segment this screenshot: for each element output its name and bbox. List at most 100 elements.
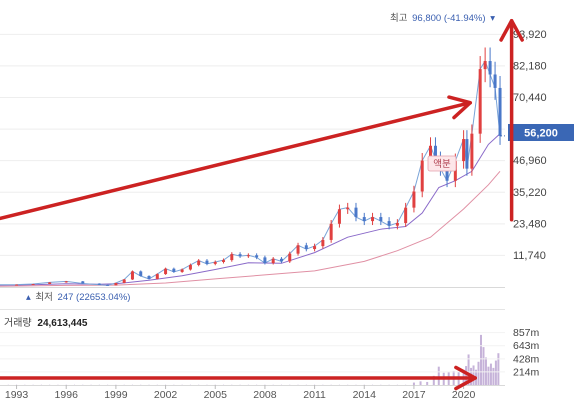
- candle-body: [98, 284, 101, 285]
- candle-body: [499, 88, 502, 136]
- x-tick-label: 2014: [353, 389, 377, 401]
- candle-body: [172, 269, 175, 272]
- price-tick-label: 46,960: [513, 155, 547, 167]
- current-price: 56,200: [524, 128, 558, 140]
- candle-body: [470, 134, 473, 169]
- candle-body: [123, 279, 126, 282]
- x-tick-label: 1996: [55, 389, 79, 401]
- candle-body: [404, 208, 407, 223]
- candle-body: [297, 245, 300, 253]
- volume-bar: [426, 382, 428, 385]
- high-label-value: 96,800 (-41.94%): [412, 13, 485, 24]
- volume-bar: [480, 335, 482, 385]
- volume-label-name: 거래량: [4, 317, 32, 329]
- candle-body: [288, 254, 291, 262]
- x-tick-label: 2020: [452, 389, 476, 401]
- x-tick-label: 1993: [5, 389, 29, 401]
- candle-body: [379, 217, 382, 221]
- volume-bar: [420, 381, 422, 385]
- candle-body: [32, 284, 35, 285]
- candle-body: [81, 281, 84, 283]
- candle-body: [354, 208, 357, 217]
- volume-label-value: 24,613,445: [37, 318, 87, 329]
- candle-body: [230, 254, 233, 260]
- ma-tag: 액분: [433, 158, 451, 170]
- x-tick-label: 2008: [253, 389, 277, 401]
- volume-bar: [485, 358, 487, 386]
- candle-body: [494, 74, 497, 87]
- volume-bar: [495, 361, 497, 385]
- candle-body: [222, 260, 225, 262]
- candle-body: [156, 274, 159, 279]
- price-axis: 93,92082,18070,44058,70046,96035,22023,4…: [513, 29, 547, 262]
- candle-body: [280, 259, 283, 262]
- candle-body: [65, 281, 68, 282]
- volume-bar: [497, 353, 499, 385]
- annotation-arrows: [0, 21, 522, 389]
- candle-body: [484, 61, 487, 69]
- volume-bar: [490, 364, 492, 385]
- x-tick-label: 2011: [303, 389, 326, 401]
- price-tick-label: 23,480: [513, 218, 547, 230]
- candle-body: [371, 217, 374, 221]
- x-tick-label: 1999: [104, 389, 128, 401]
- candle-body: [114, 283, 117, 285]
- volume-tick-label: 857m: [513, 327, 540, 339]
- candle-body: [305, 245, 308, 249]
- high-marker-icon: ▾: [490, 13, 495, 24]
- candle-body: [106, 285, 109, 286]
- candle-body: [148, 276, 151, 279]
- volume-bar: [413, 383, 415, 385]
- candle-body: [462, 139, 465, 161]
- candle-body: [412, 192, 415, 208]
- candle-body: [255, 255, 258, 257]
- candle-body: [479, 69, 482, 134]
- candle-body: [197, 261, 200, 265]
- volume-bar: [482, 347, 484, 385]
- volume-tick-label: 428m: [513, 353, 540, 365]
- candle-body: [181, 270, 184, 272]
- x-axis: 1993 1996 1999 2002 2005 2008 2011 2014 2017 2020: [5, 385, 476, 401]
- candle-body: [489, 61, 492, 74]
- candle-body: [338, 209, 341, 224]
- candle-body: [388, 221, 391, 226]
- volume-tick-label: 643m: [513, 340, 540, 352]
- candle-body: [131, 271, 134, 279]
- candle-body: [313, 246, 316, 249]
- candle-body: [421, 161, 424, 192]
- candle-body: [15, 285, 18, 286]
- volume-bar: [487, 367, 489, 385]
- price-tick-label: 82,180: [513, 60, 547, 72]
- candle-body: [396, 223, 399, 226]
- volume-label: 거래량 24,613,445: [4, 317, 88, 329]
- candle-body: [214, 262, 217, 264]
- price-tick-label: 35,220: [513, 187, 547, 199]
- low-label-prefix: 최저: [35, 292, 52, 303]
- volume-bar: [492, 368, 494, 385]
- low-label: ▴ 최저 247 (22653.04%): [26, 292, 130, 303]
- candle-body: [48, 282, 51, 284]
- volume-bar: [438, 367, 440, 385]
- candle-body: [346, 208, 349, 210]
- candle-body: [321, 240, 324, 246]
- candle-body: [189, 265, 192, 270]
- volume-tick-label: 214m: [513, 366, 540, 378]
- volume-bar: [478, 362, 480, 385]
- candle-body: [239, 254, 242, 256]
- price-tick-label: 70,440: [513, 92, 547, 104]
- price-line: [0, 61, 500, 285]
- candle-body: [272, 259, 275, 263]
- high-label: 최고 96,800 (-41.94%) ▾: [390, 13, 495, 24]
- x-tick-label: 2002: [154, 389, 178, 401]
- candle-body: [247, 255, 250, 256]
- candle-body: [330, 224, 333, 240]
- x-tick-label: 2017: [402, 389, 426, 401]
- candle-body: [363, 217, 366, 221]
- candle-body: [465, 139, 468, 169]
- candle-body: [263, 257, 266, 263]
- high-label-prefix: 최고: [390, 13, 408, 24]
- candle-body: [205, 261, 208, 264]
- x-tick-label: 2005: [204, 389, 228, 401]
